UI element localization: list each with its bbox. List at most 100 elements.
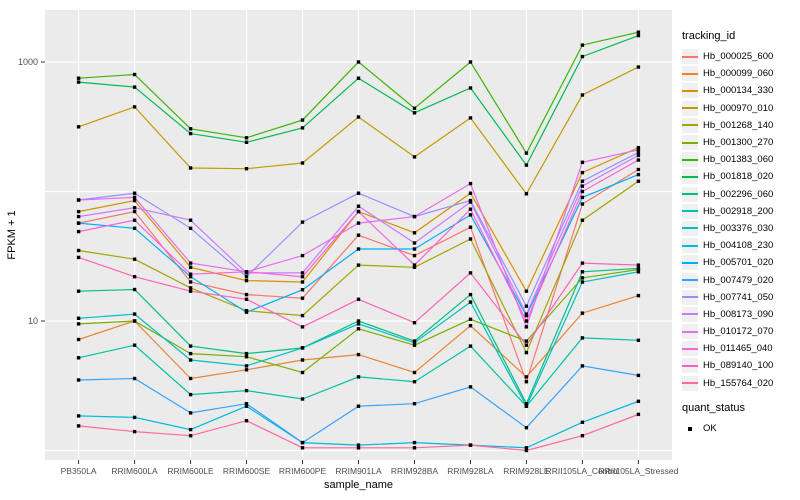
data-point <box>132 275 137 279</box>
legend-label: Hb_000099_060 <box>703 68 774 80</box>
data-point <box>412 106 417 110</box>
data-point <box>132 312 137 316</box>
data-point <box>76 424 81 428</box>
legend-color-line <box>682 296 698 299</box>
data-point <box>132 105 137 109</box>
data-point <box>356 76 361 80</box>
legend-line-swatch <box>682 83 698 99</box>
data-point <box>412 263 417 267</box>
data-point <box>300 358 305 362</box>
data-point <box>636 158 641 162</box>
data-point <box>524 350 529 355</box>
data-point <box>300 280 305 284</box>
legend-label: Hb_089140_100 <box>703 360 774 372</box>
data-point <box>76 289 81 293</box>
data-point <box>580 218 585 222</box>
data-point <box>244 275 249 279</box>
legend-label: Hb_005701_020 <box>703 257 774 269</box>
data-point <box>580 276 585 280</box>
data-point <box>468 385 473 389</box>
legend-item-Hb_011465_040: Hb_011465_040 <box>682 340 800 357</box>
data-point <box>356 446 361 450</box>
legend-label: Hb_007479_020 <box>703 274 774 286</box>
data-point <box>244 310 249 314</box>
legend-line-swatch <box>682 220 698 236</box>
data-point <box>412 380 417 384</box>
data-point <box>356 322 361 326</box>
data-point <box>300 288 305 292</box>
data-point <box>188 344 193 348</box>
legend-item-Hb_002918_200: Hb_002918_200 <box>682 203 800 220</box>
data-point <box>636 33 641 38</box>
legend-color-line <box>682 330 698 333</box>
legend-label: Hb_155764_020 <box>703 377 774 389</box>
data-point <box>580 43 585 47</box>
data-point <box>468 207 473 211</box>
legend-line-swatch <box>682 169 698 185</box>
data-point <box>580 93 585 97</box>
data-point <box>244 278 249 283</box>
data-point <box>244 368 249 372</box>
data-point <box>356 404 361 408</box>
legend-item-Hb_001818_020: Hb_001818_020 <box>682 168 800 185</box>
legend-color-line <box>682 279 698 282</box>
data-point <box>524 404 529 408</box>
data-point <box>412 155 417 159</box>
legend-line-swatch <box>682 289 698 305</box>
data-point <box>132 206 137 210</box>
data-point <box>468 200 473 204</box>
data-point <box>356 352 361 357</box>
data-point <box>244 404 249 408</box>
data-point <box>580 364 585 368</box>
legend-item-Hb_010172_070: Hb_010172_070 <box>682 323 800 340</box>
data-point <box>76 356 81 360</box>
data-point <box>580 184 585 188</box>
data-point <box>300 446 305 450</box>
data-point <box>188 358 193 362</box>
data-point <box>524 339 529 343</box>
data-point <box>636 148 641 152</box>
data-point <box>524 426 529 430</box>
data-point <box>356 297 361 301</box>
data-point <box>636 150 641 155</box>
legend-label: Hb_001818_020 <box>703 171 774 183</box>
data-point <box>356 233 361 237</box>
legend-color-line <box>682 210 698 213</box>
data-point <box>76 414 81 418</box>
data-point <box>188 376 193 381</box>
legend-line-swatch <box>682 152 698 168</box>
data-point <box>636 146 641 150</box>
data-point <box>356 191 361 195</box>
legend-line-swatch <box>682 272 698 288</box>
x-tick-label: RRIM600LE <box>167 466 214 476</box>
data-point <box>188 272 193 276</box>
data-point <box>580 170 585 175</box>
legend-item-Hb_000025_600: Hb_000025_600 <box>682 48 800 65</box>
data-point <box>412 253 417 258</box>
data-point <box>244 136 249 140</box>
data-point <box>244 270 249 274</box>
legend-item-Hb_155764_020: Hb_155764_020 <box>682 375 800 392</box>
data-point <box>636 167 641 172</box>
data-point <box>636 179 641 183</box>
legend-color-line <box>682 261 698 264</box>
data-point <box>300 271 305 275</box>
data-point <box>188 275 193 279</box>
legend-point-marker <box>688 426 692 431</box>
x-tick-label: RRIM600LA <box>111 466 158 476</box>
legend-label: Hb_000970_010 <box>703 102 774 114</box>
data-point <box>188 411 193 415</box>
legend-line-swatch <box>682 203 698 219</box>
data-point <box>412 231 417 235</box>
data-point <box>468 344 473 348</box>
y-axis-title: FPKM + 1 <box>6 210 18 259</box>
legend-color-line <box>682 89 698 92</box>
data-point <box>636 293 641 298</box>
legend-item-Hb_005701_020: Hb_005701_020 <box>682 254 800 271</box>
data-point <box>580 434 585 438</box>
data-point <box>132 287 137 292</box>
data-point <box>412 241 417 245</box>
x-tick-label: RRIM928LA <box>447 466 494 476</box>
data-point <box>76 316 81 320</box>
